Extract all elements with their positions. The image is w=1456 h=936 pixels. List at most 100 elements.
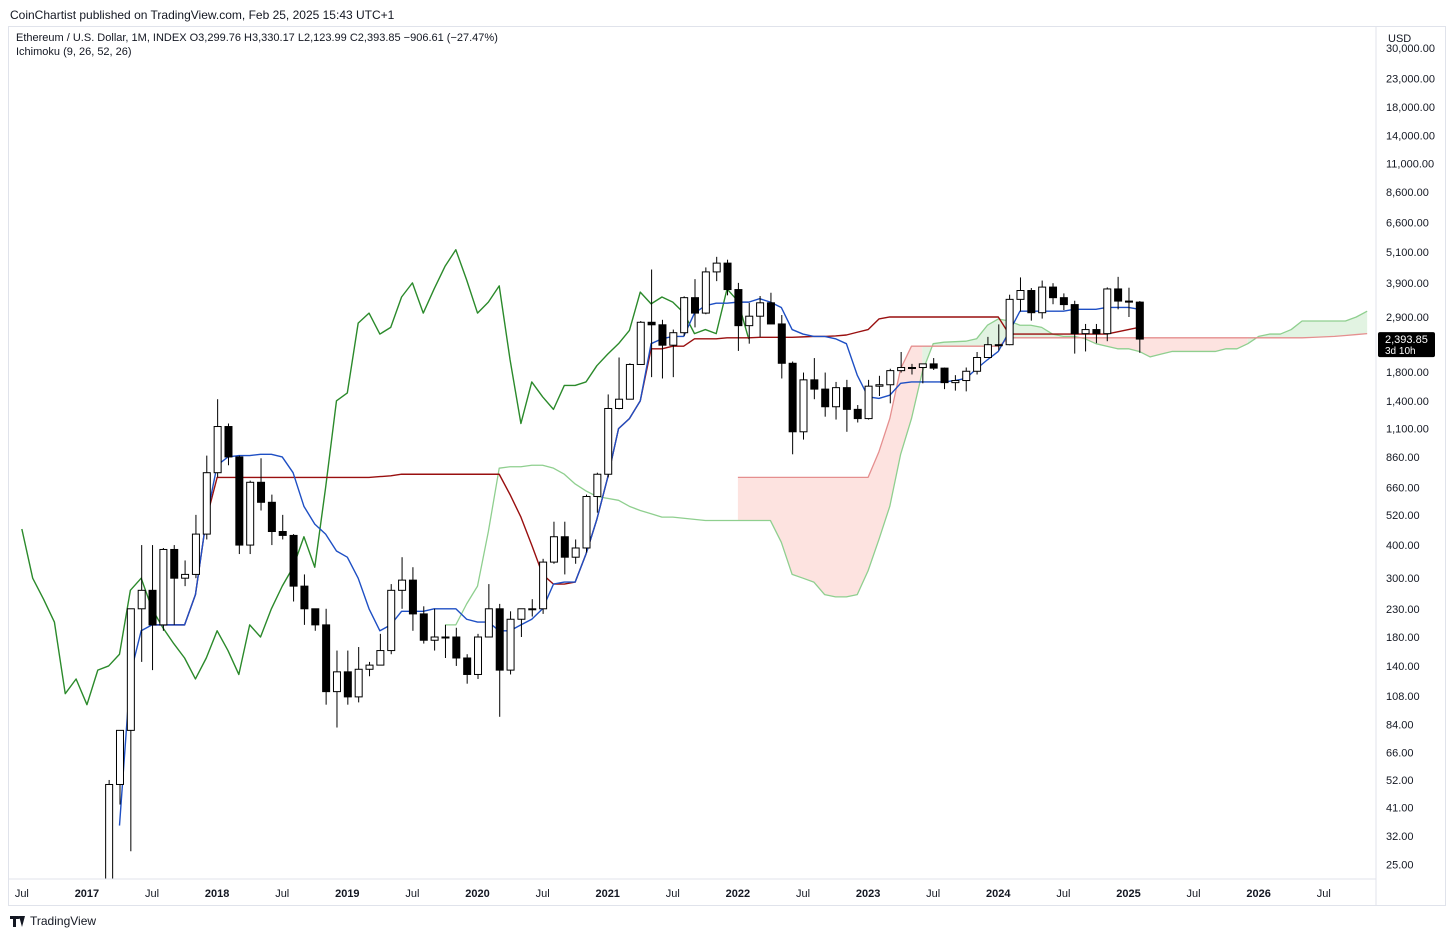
candle-body-down: [267, 501, 276, 533]
symbol-legend[interactable]: Ethereum / U.S. Dollar, 1M, INDEX O3,299…: [16, 32, 498, 44]
candle: [202, 455, 211, 540]
candle-body-up: [376, 650, 385, 666]
candle: [322, 608, 331, 705]
candle: [875, 375, 884, 397]
last-price-badge: [1378, 332, 1435, 358]
candle: [1114, 276, 1123, 310]
cloud-bearish-fill: [1074, 336, 1248, 357]
candle-body-up: [332, 671, 341, 693]
candle: [766, 292, 775, 325]
candle: [680, 296, 689, 336]
candle-body-up: [701, 271, 710, 314]
candle-body-up: [1103, 288, 1112, 335]
time-tick-label: Jul: [1187, 888, 1201, 900]
candle: [788, 361, 797, 455]
price-tick-label: 8,600.00: [1386, 187, 1429, 199]
candle: [224, 423, 233, 466]
candle-body-up: [159, 548, 168, 626]
candle: [929, 358, 938, 371]
indicator-legend[interactable]: Ichimoku (9, 26, 52, 26): [16, 46, 132, 58]
candle: [658, 319, 667, 379]
candle-body-up: [387, 589, 396, 652]
candle: [137, 545, 146, 662]
time-tick-label: Jul: [796, 888, 810, 900]
candle-body-down: [1070, 304, 1079, 335]
candle-body-up: [951, 380, 960, 384]
candle: [1135, 301, 1144, 353]
tradingview-brand[interactable]: TradingView: [10, 914, 96, 928]
chart-legend: Ethereum / U.S. Dollar, 1M, INDEX O3,299…: [16, 31, 498, 59]
price-tick-label: 5,100.00: [1386, 247, 1429, 259]
candle: [560, 521, 569, 575]
candle: [625, 363, 634, 400]
candle-body-up: [680, 297, 689, 334]
candle-body-up: [539, 561, 548, 610]
candle-body-up: [213, 426, 222, 474]
price-tick-label: 1,400.00: [1386, 396, 1429, 408]
chart-frame: [8, 26, 1446, 906]
price-tick-label: 23,000.00: [1386, 74, 1435, 86]
price-tick-label: 30,000.00: [1386, 43, 1435, 55]
price-tick-label: 18,000.00: [1386, 102, 1435, 114]
candle-body-down: [734, 289, 743, 327]
cloud-bullish-fill: [1247, 311, 1368, 344]
candle: [332, 650, 341, 728]
candle-body-down: [560, 536, 569, 558]
candle: [267, 494, 276, 546]
candle-body-up: [354, 668, 363, 698]
candle-body-up: [517, 608, 526, 620]
candle: [636, 321, 645, 365]
candle-body-up: [430, 636, 439, 641]
time-axis[interactable]: Jul 2017 Jul 2018 Jul 2019 Jul 2020 Jul 2021 Jul 20…: [8, 878, 1376, 900]
candle-body-down: [788, 362, 797, 433]
candle: [723, 259, 732, 296]
candle: [517, 608, 526, 638]
candle-body-up: [625, 363, 634, 400]
candle: [419, 606, 428, 644]
chikou-span-line: [21, 249, 750, 706]
candle-body-up: [506, 618, 515, 671]
candle: [398, 557, 407, 609]
candle-body-down: [322, 624, 331, 693]
candle: [257, 458, 266, 511]
candle: [289, 534, 298, 602]
candle: [832, 381, 841, 420]
candle-body-down: [1092, 329, 1101, 335]
candle: [897, 351, 906, 373]
candle: [148, 545, 157, 671]
candle-body-down: [777, 323, 786, 364]
candle-body-up: [202, 472, 211, 535]
candle-body-down: [929, 363, 938, 369]
time-tick-label: Jul: [145, 888, 159, 900]
candle: [582, 494, 591, 553]
candle: [853, 405, 862, 423]
candle-body-up: [907, 367, 916, 370]
candle-body-up: [604, 407, 613, 475]
candle: [387, 584, 396, 655]
price-tick-label: 230.00: [1386, 604, 1420, 616]
candle: [246, 480, 255, 555]
candle-body-down: [647, 321, 656, 326]
candle: [810, 358, 819, 400]
candle: [604, 394, 613, 478]
candle-body-up: [593, 473, 602, 497]
candle: [126, 608, 135, 852]
candle: [951, 375, 960, 391]
candle-body-down: [300, 585, 309, 610]
candle-body-down: [343, 671, 352, 698]
candle: [441, 624, 450, 658]
price-tick-label: 32.00: [1386, 831, 1414, 843]
candle: [528, 599, 537, 617]
candle-body-up: [994, 344, 1003, 347]
candle: [105, 779, 114, 879]
candle-body-up: [181, 573, 190, 579]
candle-body-up: [615, 398, 624, 409]
time-tick-label: Jul: [666, 888, 680, 900]
candle-body-up: [365, 664, 374, 670]
tradingview-logo-icon: [10, 915, 26, 927]
candle-body-up: [1016, 290, 1025, 300]
candle: [983, 336, 992, 358]
candle: [343, 650, 352, 705]
